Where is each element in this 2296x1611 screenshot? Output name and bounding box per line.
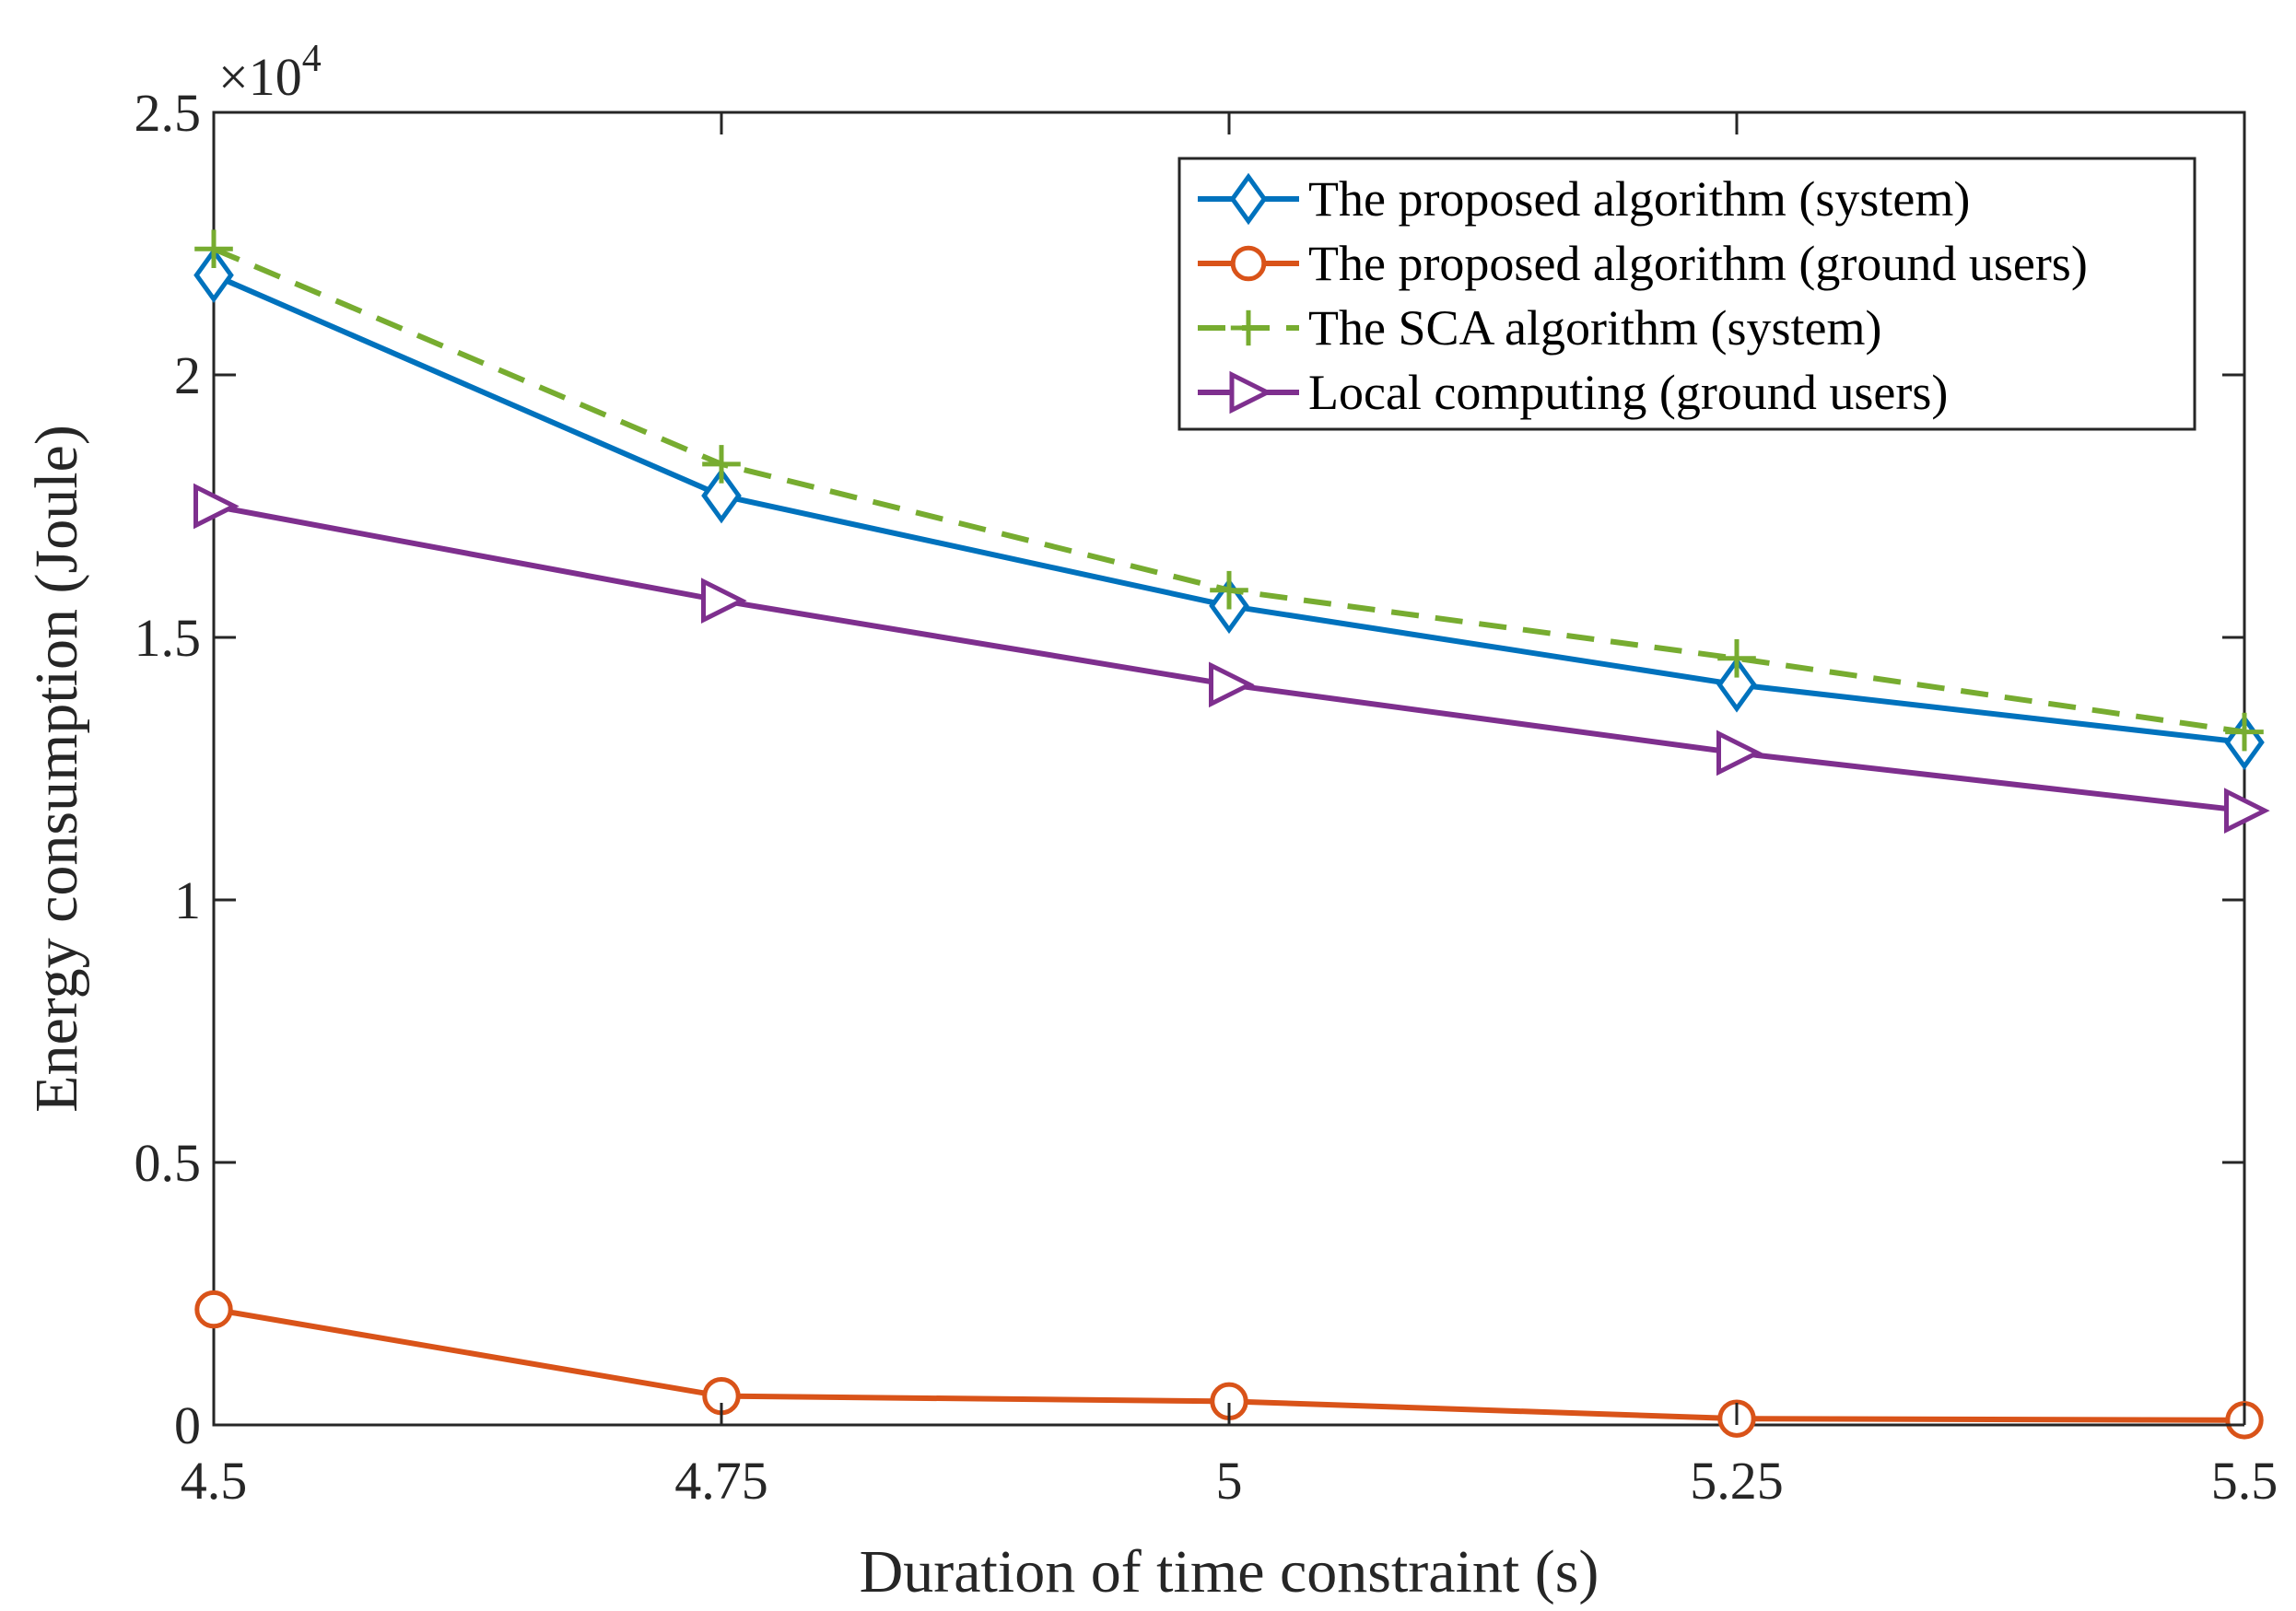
- data-point: [1716, 657, 1757, 713]
- data-point: [701, 578, 747, 624]
- y-axis-multiplier-base: ×10: [218, 47, 302, 107]
- axes-layer: 4.5 4.75 5 5.25 5.5 0 0.5 1 1.5 2 2.5: [135, 83, 2278, 1511]
- y-axis-multiplier: ×104: [218, 38, 322, 107]
- series-layer: [193, 229, 2270, 1440]
- y-tick-label: 0.5: [135, 1133, 202, 1193]
- y-axis-multiplier-exponent: 4: [302, 38, 322, 80]
- data-point: [1230, 309, 1267, 346]
- data-point: [1717, 639, 1756, 678]
- series-4: [193, 483, 2270, 834]
- data-point: [1716, 730, 1763, 776]
- x-tick-label: 5: [1216, 1451, 1243, 1511]
- x-tick-label: 5.5: [2211, 1451, 2278, 1511]
- x-axis-label: Duration of time constraint (s): [860, 1538, 1599, 1605]
- data-point: [1229, 370, 1272, 414]
- legend-item: The proposed algorithm (ground users): [1198, 236, 2088, 291]
- legend-item: The proposed algorithm (system): [1198, 171, 1970, 227]
- legend-label: The proposed algorithm (system): [1308, 171, 1970, 227]
- data-point: [702, 445, 741, 484]
- series-2: [194, 1290, 2264, 1440]
- legend-item: The SCA algorithm (system): [1198, 300, 1881, 356]
- y-tick-label: 1.5: [135, 608, 202, 668]
- series-3: [194, 229, 2264, 752]
- data-point: [1229, 172, 1268, 226]
- data-point: [701, 467, 742, 524]
- y-tick-label: 2.5: [135, 83, 202, 143]
- legend-label: The proposed algorithm (ground users): [1308, 236, 2088, 291]
- data-point: [2225, 712, 2264, 752]
- data-point: [194, 229, 233, 268]
- x-tick-label: 4.75: [674, 1451, 768, 1511]
- data-point: [2224, 788, 2270, 834]
- data-point: [194, 1290, 233, 1329]
- data-point: [1230, 245, 1267, 282]
- data-point: [193, 247, 234, 303]
- legend-item: Local computing (ground users): [1198, 365, 1948, 420]
- y-axis-label: Energy consumption (Joule): [23, 425, 90, 1113]
- x-tick-label: 4.5: [181, 1451, 248, 1511]
- x-tick-label: 5.25: [1690, 1451, 1784, 1511]
- data-point: [193, 483, 240, 530]
- legend-box: [1177, 157, 2196, 431]
- data-point: [1210, 570, 1248, 610]
- legend-label: Local computing (ground users): [1308, 365, 1948, 420]
- legend-label: The SCA algorithm (system): [1308, 300, 1881, 356]
- y-tick-label: 1: [174, 870, 201, 930]
- y-tick-label: 0: [174, 1395, 201, 1455]
- y-tick-label: 2: [174, 345, 201, 405]
- data-point: [1209, 661, 1255, 708]
- legend: The proposed algorithm (system) The propo…: [1177, 157, 2196, 431]
